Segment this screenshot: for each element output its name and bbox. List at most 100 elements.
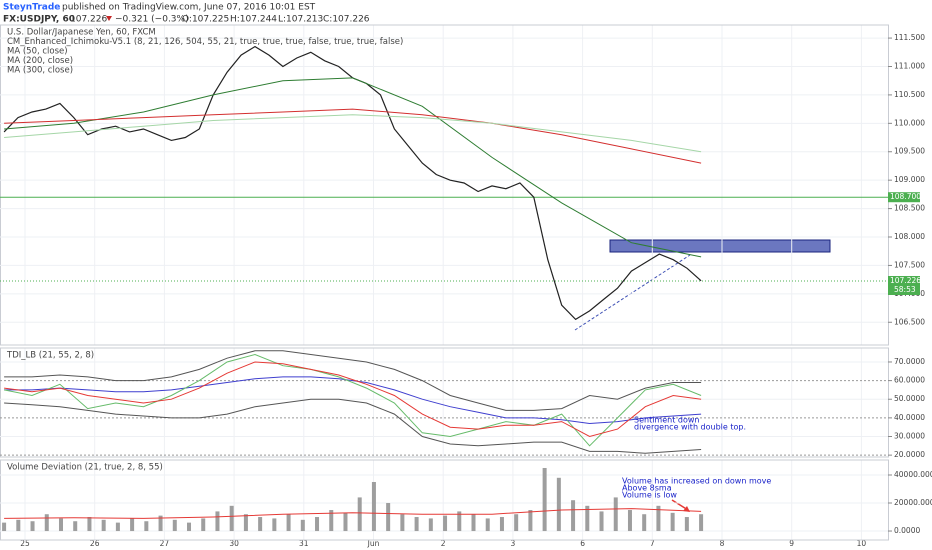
bar <box>16 519 21 532</box>
bar <box>571 500 576 532</box>
open: O:107.225 <box>182 15 229 25</box>
x-tick-label: Jun <box>367 539 380 548</box>
bar <box>201 518 206 532</box>
y-tick-label: 0.0000 <box>894 526 920 535</box>
y-tick-label: 106.500 <box>894 317 925 326</box>
x-tick-label: 9 <box>789 539 794 548</box>
y-tick-label: 40.0000 <box>894 413 925 422</box>
trendline <box>574 254 691 331</box>
series-line <box>4 350 702 411</box>
y-tick-label: 50.0000 <box>894 394 925 403</box>
x-tick-label: 7 <box>650 539 655 548</box>
bar <box>443 515 448 532</box>
bar <box>329 510 334 532</box>
bar <box>471 514 476 532</box>
countdown: 58:53 <box>894 285 916 294</box>
bar <box>414 517 419 532</box>
series-line <box>4 361 702 438</box>
bar <box>286 514 291 532</box>
last-label: 107.226 <box>890 276 921 285</box>
bar <box>229 505 234 532</box>
bar <box>613 497 618 532</box>
series-line <box>4 114 702 153</box>
y-tick-label: 30.0000 <box>894 432 925 441</box>
y-tick-label: 20000.0000 <box>894 498 932 507</box>
x-tick-label: 2 <box>441 539 446 548</box>
series-line <box>4 376 702 425</box>
down-arrow <box>106 16 112 21</box>
y-tick-label: 70.0000 <box>894 357 925 366</box>
series-line <box>4 108 702 164</box>
high: H:107.244 <box>230 15 277 25</box>
bar <box>315 517 320 532</box>
bar <box>656 505 661 532</box>
bar <box>300 519 305 532</box>
bar <box>528 510 533 532</box>
y-tick-label: 110.500 <box>894 90 925 99</box>
y-tick-label: 20.0000 <box>894 450 925 459</box>
bar <box>627 510 632 532</box>
bar <box>556 477 561 532</box>
bar <box>585 505 590 532</box>
bar <box>357 497 362 532</box>
series-line <box>4 353 702 447</box>
y-tick-label: 109.500 <box>894 147 925 156</box>
y-tick-label: 107.500 <box>894 260 925 269</box>
annotation: Sentiment down <box>634 416 699 425</box>
legend-entry: CM_Enhanced_Ichimoku-V5.1 (8, 21, 126, 5… <box>7 37 403 47</box>
bar <box>187 522 192 532</box>
legend-entry: TDI_LB (21, 55, 2, 8) <box>6 351 94 361</box>
annotation: Volume has increased on down move <box>622 477 771 486</box>
bar <box>400 514 405 532</box>
level-label: 108.700 <box>890 192 921 201</box>
author: SteynTrade <box>3 3 60 13</box>
bar <box>272 518 277 532</box>
low: L:107.213 <box>278 15 323 25</box>
series-line <box>4 398 702 454</box>
annotation: Above 8sma <box>622 484 672 493</box>
bar <box>599 511 604 532</box>
y-tick-label: 111.000 <box>894 61 925 70</box>
bar <box>87 517 92 532</box>
legend-entry: Volume Deviation (21, true, 2, 8, 55) <box>7 463 163 473</box>
y-tick-label: 111.500 <box>894 33 925 42</box>
bar <box>2 522 7 532</box>
bar <box>642 514 647 532</box>
bar <box>684 517 689 532</box>
pane-border <box>0 24 889 346</box>
bar <box>44 514 49 532</box>
bar <box>258 517 263 532</box>
published: published on TradingView.com, June 07, 2… <box>62 3 316 13</box>
bar <box>428 518 433 532</box>
legend-entry: U.S. Dollar/Japanese Yen, 60, FXCM <box>7 28 156 38</box>
pane-border <box>0 347 889 458</box>
annotation: Volume is low <box>622 491 677 500</box>
bar <box>172 519 177 532</box>
change: −0.321 (−0.3%) <box>115 15 189 25</box>
symbol: FX:USDJPY, 60 <box>3 15 75 25</box>
bar <box>58 518 63 532</box>
y-tick-label: 60.0000 <box>894 376 925 385</box>
bar <box>115 522 120 532</box>
legend-entry: MA (50, close) <box>7 47 68 57</box>
bar <box>343 512 348 532</box>
bar <box>371 481 376 532</box>
x-tick-label: 10 <box>857 539 867 548</box>
x-tick-label: 30 <box>229 539 239 548</box>
x-tick-label: 25 <box>20 539 30 548</box>
pane-border <box>0 459 889 541</box>
bar <box>101 519 106 532</box>
bar <box>215 511 220 532</box>
bar <box>485 518 490 532</box>
annotation: divergence with double top. <box>634 423 746 432</box>
y-tick-label: 109.000 <box>894 175 925 184</box>
x-tick-label: 31 <box>299 539 309 548</box>
bar <box>457 511 462 532</box>
x-tick-label: 3 <box>511 539 516 548</box>
bar <box>699 514 704 532</box>
level-box <box>888 192 920 203</box>
y-tick-label: 108.000 <box>894 232 925 241</box>
legend-entry: MA (200, close) <box>7 56 73 66</box>
bar <box>158 515 163 532</box>
